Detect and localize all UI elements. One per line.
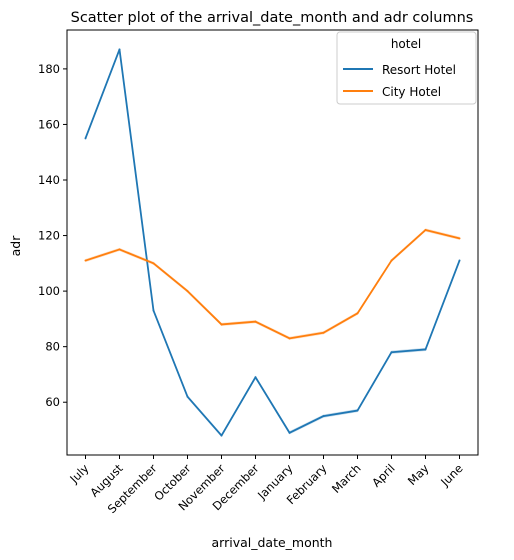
- x-tick-label: April: [369, 461, 397, 489]
- data-point-resort-hotel: [288, 431, 291, 434]
- data-point-city-hotel: [356, 312, 359, 315]
- series-line-city-hotel: [85, 229, 460, 340]
- legend-label-city-hotel: City Hotel: [382, 85, 441, 99]
- data-point-resort-hotel: [458, 259, 461, 262]
- data-point-resort-hotel: [152, 309, 155, 312]
- x-tick-label: June: [437, 461, 465, 489]
- y-axis-label: adr: [8, 235, 23, 257]
- data-point-resort-hotel: [84, 137, 87, 140]
- data-point-resort-hotel: [390, 351, 393, 354]
- x-axis-label: arrival_date_month: [212, 535, 333, 550]
- data-point-resort-hotel: [186, 395, 189, 398]
- data-point-city-hotel: [254, 320, 257, 323]
- y-tick-label: 140: [38, 173, 60, 187]
- data-point-city-hotel: [84, 259, 87, 262]
- y-tick-label: 180: [38, 62, 60, 76]
- confidence-band-resort-hotel: [85, 47, 460, 438]
- legend: hotel Resort Hotel City Hotel: [336, 31, 477, 105]
- y-tick-label: 80: [45, 340, 60, 354]
- legend-title: hotel: [391, 37, 421, 51]
- data-point-city-hotel: [288, 337, 291, 340]
- y-tick-label: 120: [38, 229, 60, 243]
- data-point-resort-hotel: [118, 48, 121, 51]
- legend-label-resort-hotel: Resort Hotel: [382, 63, 456, 77]
- series-line-resort-hotel: [84, 48, 461, 437]
- data-point-city-hotel: [152, 262, 155, 265]
- data-point-resort-hotel: [424, 348, 427, 351]
- data-point-city-hotel: [220, 323, 223, 326]
- x-tick-label: July: [66, 461, 91, 486]
- plot-frame: [66, 29, 479, 456]
- data-point-city-hotel: [390, 259, 393, 262]
- y-tick-label: 160: [38, 117, 60, 131]
- y-tick-label: 60: [45, 395, 60, 409]
- x-tick-label: May: [405, 461, 432, 488]
- data-point-city-hotel: [458, 237, 461, 240]
- data-point-resort-hotel: [322, 415, 325, 418]
- x-tick-label: March: [329, 461, 364, 496]
- data-point-resort-hotel: [220, 434, 223, 437]
- chart-title: Scatter plot of the arrival_date_month a…: [71, 10, 474, 26]
- data-point-resort-hotel: [254, 376, 257, 379]
- confidence-band-city-hotel: [85, 228, 460, 340]
- data-point-city-hotel: [118, 248, 121, 251]
- y-tick-label: 100: [38, 284, 60, 298]
- data-point-city-hotel: [186, 290, 189, 293]
- data-point-city-hotel: [322, 331, 325, 334]
- data-point-city-hotel: [424, 229, 427, 231]
- data-point-resort-hotel: [356, 409, 359, 412]
- legend-frame: [336, 31, 477, 105]
